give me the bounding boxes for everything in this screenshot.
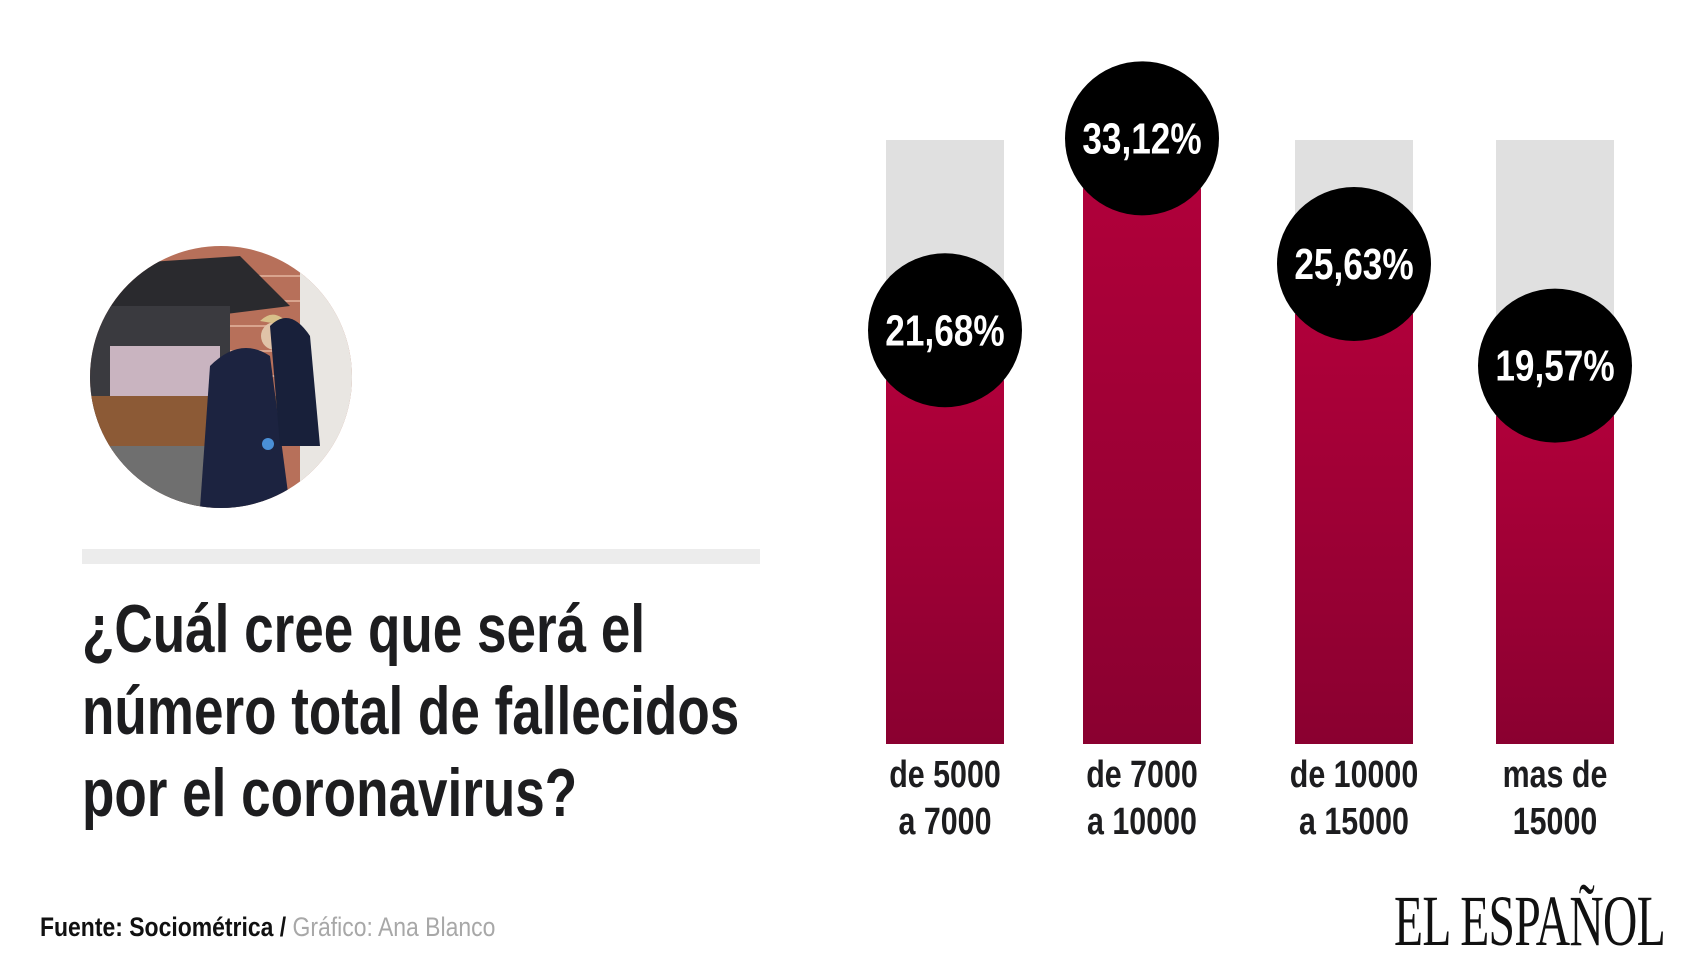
category-label-line: de 7000 [1086, 754, 1198, 796]
category-label: de 7000 a 10000 [1042, 752, 1242, 846]
category-label-line: 15000 [1512, 801, 1598, 843]
data-label: 21,68% [885, 307, 1004, 356]
title-line: por el coronavirus? [82, 755, 578, 831]
data-label: 19,57% [1495, 342, 1614, 391]
divider [82, 549, 760, 564]
category-label: mas de 15000 [1455, 752, 1655, 846]
el-espanol-logo: EL ESPAÑOL [1394, 881, 1666, 961]
separator: / [273, 912, 293, 942]
category-label-line: de 5000 [889, 754, 1001, 796]
title-line: ¿Cuál cree que será el [82, 591, 646, 667]
category-label-line: mas de [1502, 754, 1608, 796]
value-label-circle [1065, 61, 1219, 216]
bar [1496, 415, 1614, 744]
data-label: 25,63% [1294, 240, 1413, 289]
category-label: de 10000 a 15000 [1254, 752, 1454, 846]
footer-credits: Fuente: Sociométrica / Gráfico: Ana Blan… [40, 912, 495, 943]
category-label: de 5000 a 7000 [845, 752, 1045, 846]
credit-text: Gráfico: Ana Blanco [292, 912, 496, 942]
title-line: número total de fallecidos [82, 673, 740, 749]
category-label-line: a 15000 [1299, 801, 1409, 843]
data-label: 33,12% [1082, 115, 1201, 164]
source-text: Fuente: Sociométrica [40, 912, 274, 942]
bar [886, 380, 1004, 744]
value-label-circle [1478, 288, 1632, 443]
chart-title: ¿Cuál cree que será el número total de f… [82, 588, 925, 834]
category-label-line: de 10000 [1289, 754, 1419, 796]
value-label-circle [868, 253, 1022, 408]
bar [1083, 188, 1201, 744]
category-label-line: a 10000 [1087, 801, 1197, 843]
bar [1295, 313, 1413, 744]
category-label-line: a 7000 [898, 801, 992, 843]
value-label-circle [1277, 186, 1431, 341]
